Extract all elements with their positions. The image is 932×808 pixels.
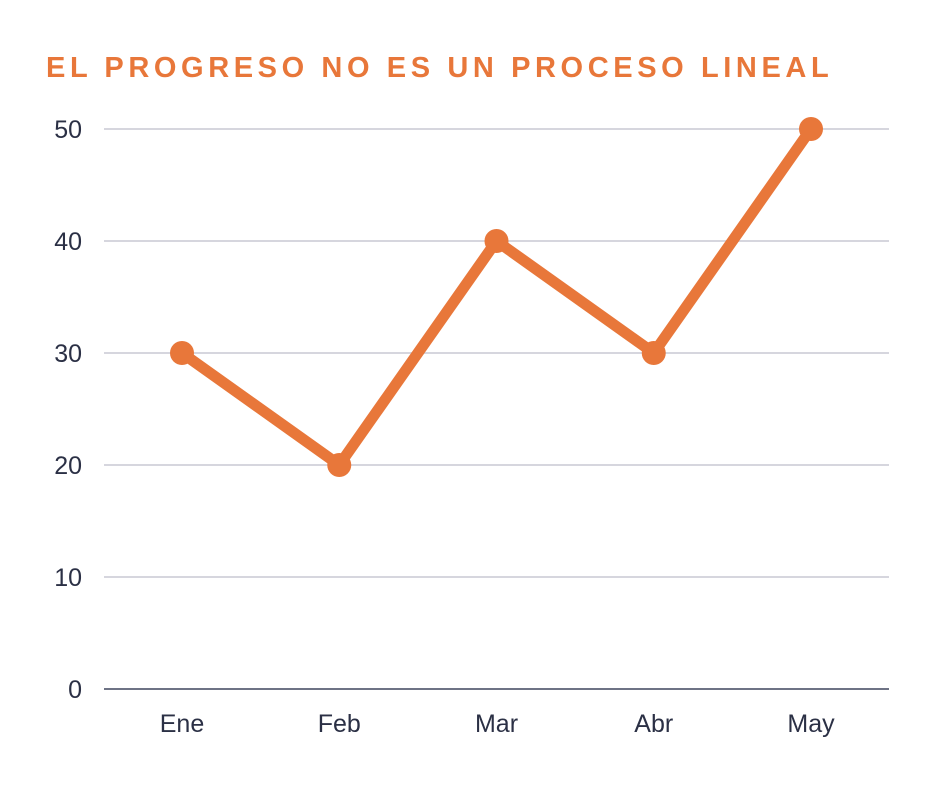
x-axis-tick-labels: Ene Feb Mar Abr May	[160, 710, 835, 738]
x-tick-label-ene: Ene	[160, 710, 204, 738]
y-tick-label-30: 30	[54, 340, 82, 368]
grid-lines	[104, 128, 889, 578]
x-tick-label-feb: Feb	[318, 710, 361, 738]
y-tick-label-10: 10	[54, 564, 82, 592]
data-point-may	[799, 117, 823, 141]
y-tick-label-40: 40	[54, 228, 82, 256]
data-point-ene	[170, 341, 194, 365]
data-point-feb	[327, 453, 352, 477]
chart-title: EL PROGRESO NO ES UN PROCESO LINEAL	[46, 52, 834, 84]
x-tick-label-mar: Mar	[475, 710, 518, 738]
y-tick-label-0: 0	[68, 676, 82, 704]
data-point-mar	[484, 229, 509, 253]
y-tick-label-50: 50	[54, 116, 82, 144]
y-axis-tick-labels: 0 10 20 30 40 50	[54, 116, 82, 704]
y-tick-label-20: 20	[54, 452, 82, 480]
x-tick-label-abr: Abr	[634, 710, 673, 738]
series-layer	[170, 117, 823, 477]
x-tick-label-may: May	[787, 710, 835, 738]
series-line-0	[176, 123, 817, 471]
data-point-abr	[641, 341, 666, 365]
